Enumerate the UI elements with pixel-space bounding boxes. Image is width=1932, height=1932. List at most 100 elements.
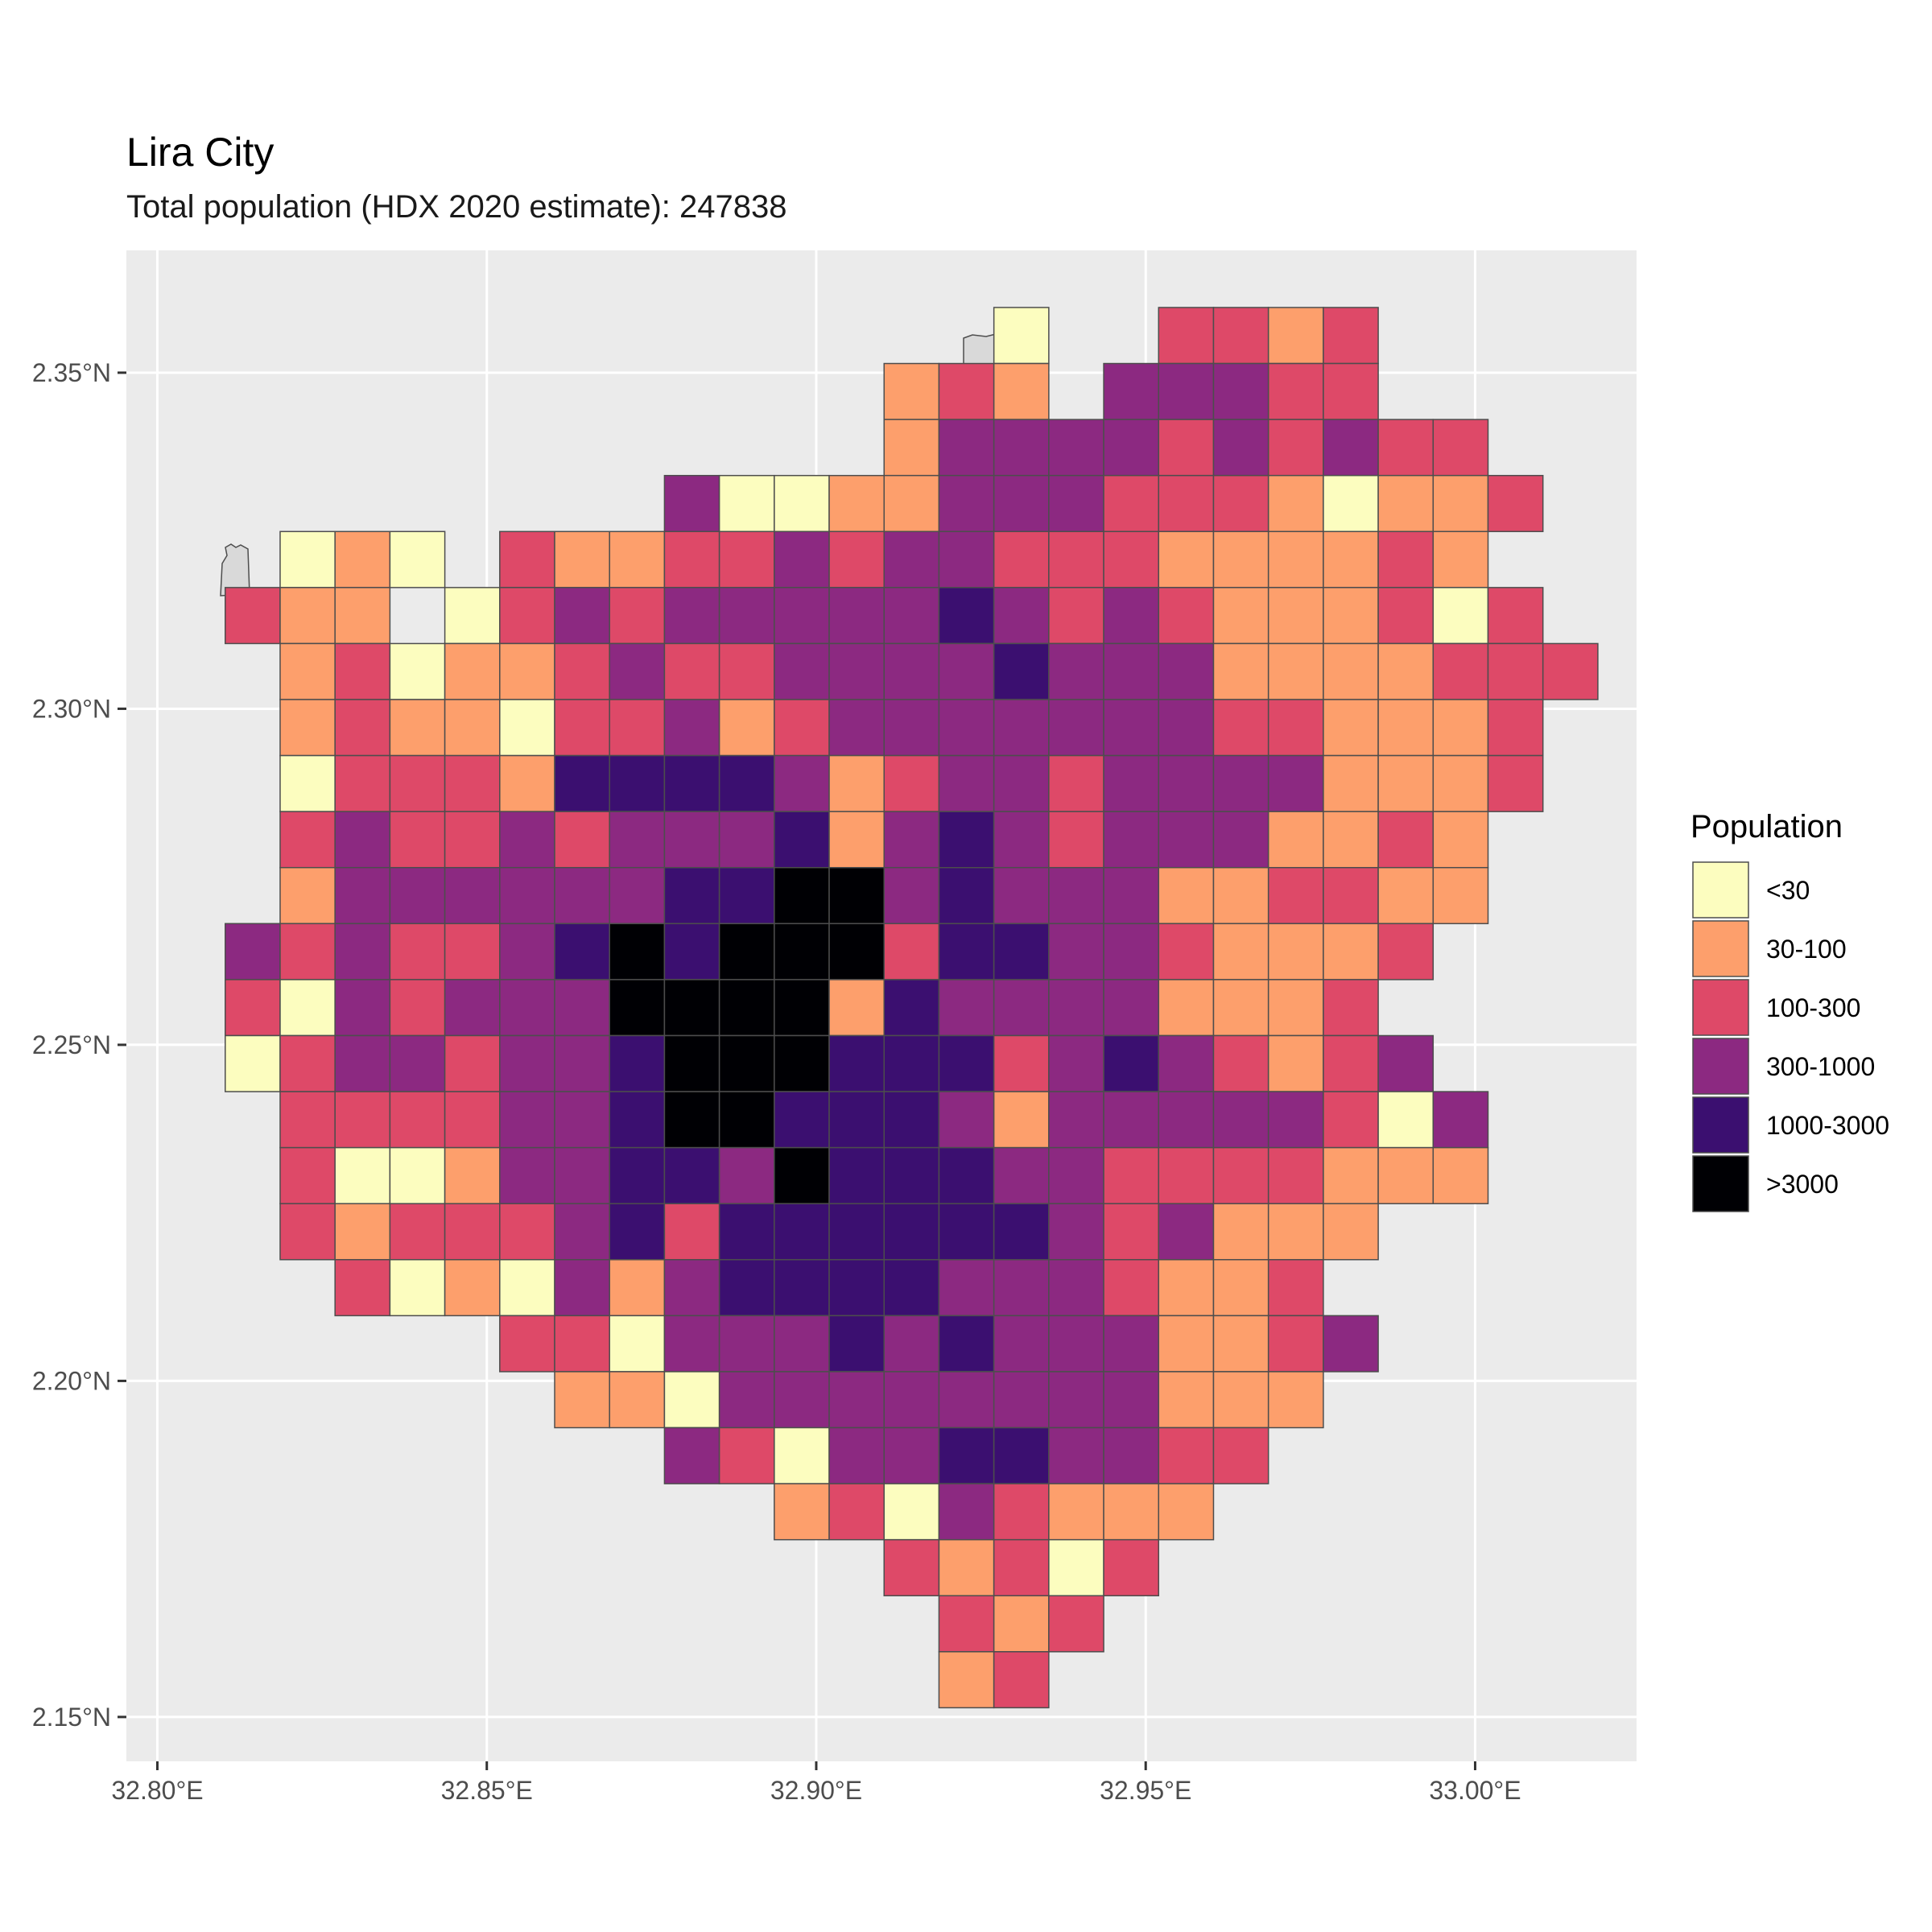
grid-cell [554,587,610,645]
grid-cell [1103,754,1160,812]
grid-cell [1377,866,1435,925]
grid-cell [718,699,775,757]
grid-cell [1158,1371,1215,1429]
grid-cell [774,1426,830,1484]
grid-cell [334,1259,391,1317]
grid-cell [663,699,720,757]
grid-cell [1377,642,1435,700]
grid-cell [1267,1146,1324,1204]
grid-cell [609,1259,666,1317]
grid-cell [828,1315,885,1373]
grid-cell [1103,979,1160,1037]
grid-cell [1158,1146,1215,1204]
grid-cell [499,1091,555,1149]
grid-cell [718,530,775,588]
grid-cell [1048,1203,1104,1261]
grid-cell [1267,1371,1324,1429]
grid-cell [663,754,720,812]
grid-cell [1103,866,1160,925]
grid-cell [1377,923,1435,980]
grid-cell [1323,811,1379,869]
grid-cell [718,1315,775,1373]
grid-cell [938,642,995,700]
grid-cell [1103,1146,1160,1204]
grid-cell [1212,811,1269,869]
grid-cell [883,1034,940,1092]
grid-cell [1103,1426,1160,1484]
grid-cell [883,1426,940,1484]
grid-cell [993,699,1050,757]
grid-cell [334,642,391,700]
grid-cell [334,1034,391,1092]
grid-cell [499,642,555,700]
grid-cell [334,1146,391,1204]
grid-cell [993,642,1050,700]
grid-cell [993,979,1050,1037]
grid-cell [938,754,995,812]
grid-cell [279,754,336,812]
grid-cell [663,1426,720,1484]
grid-cell [938,474,995,533]
grid-cell [1212,1091,1269,1149]
grid-cell [774,866,830,925]
grid-cell [279,642,336,700]
grid-cell [774,1091,830,1149]
grid-cell [1158,474,1215,533]
grid-cell [883,923,940,980]
grid-cell [499,699,555,757]
grid-cell [389,754,446,812]
grid-cell [883,866,940,925]
grid-cell [1323,474,1379,533]
grid-cell [389,923,446,980]
grid-cell [1048,811,1104,869]
grid-cell [718,1034,775,1092]
grid-cell [554,1371,610,1429]
grid-cell [1103,1315,1160,1373]
y-tick-label: 2.25°N [32,1030,111,1059]
grid-cell [1158,1091,1215,1149]
x-tick-label: 32.80°E [111,1776,203,1805]
grid-cell [1212,419,1269,477]
grid-cell [828,811,885,869]
grid-cell [389,1203,446,1261]
grid-cell [1323,642,1379,700]
legend-label: <30 [1766,876,1810,905]
x-tick-label: 32.90°E [770,1776,862,1805]
grid-cell [718,866,775,925]
grid-cell [993,1651,1050,1709]
grid-cell [1048,1259,1104,1317]
grid-cell [938,1034,995,1092]
grid-cell [444,923,501,980]
grid-cell [444,699,501,757]
grid-cell [663,1259,720,1317]
grid-cell [774,1034,830,1092]
grid-cell [1323,699,1379,757]
grid-cell [609,642,666,700]
legend-key [1692,1096,1749,1154]
grid-cell [1323,1034,1379,1092]
grid-cell [444,866,501,925]
grid-cell [938,1091,995,1149]
grid-cell [663,474,720,533]
grid-cell [774,811,830,869]
grid-cell [1212,754,1269,812]
x-tick-label: 33.00°E [1429,1776,1521,1805]
grid-cell [1323,1091,1379,1149]
grid-cell [774,923,830,980]
grid-cell [883,1259,940,1317]
grid-cell [1432,530,1489,588]
grid-cell [993,1091,1050,1149]
grid-cell [1267,979,1324,1037]
grid-cell [334,979,391,1037]
grid-cell [1212,923,1269,980]
grid-cell [938,1595,995,1653]
grid-cell [554,811,610,869]
grid-cell [774,1259,830,1317]
grid-cell [993,1595,1050,1653]
grid-cell [1048,1371,1104,1429]
grid-cell [1323,419,1379,477]
grid-cell [554,1259,610,1317]
grid-cell [1323,1315,1379,1373]
legend-title: Population [1690,809,1843,844]
grid-cell [1432,474,1489,533]
